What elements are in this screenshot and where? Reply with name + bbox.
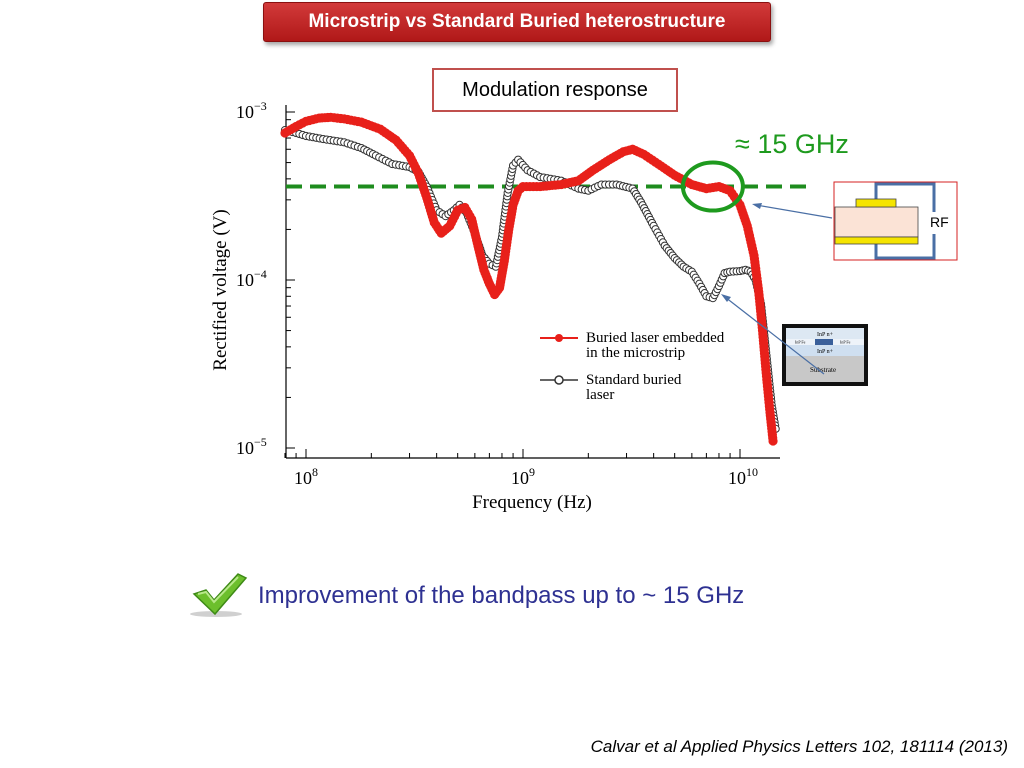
citation-text: Calvar et al Applied Physics Letters 102…	[590, 737, 1008, 756]
arrow-to-red	[755, 204, 833, 219]
legend-marker-black	[554, 375, 564, 385]
legend-label-2b: laser	[586, 387, 614, 403]
y-tick-label: 10−4	[236, 267, 267, 290]
inp-fe-left-label: InP Fe	[795, 340, 806, 345]
inp-fe-right-label: InP Fe	[840, 340, 851, 345]
improvement-text: Improvement of the bandpass up to ~ 15 G…	[258, 582, 745, 609]
microstrip-inset: RF	[833, 181, 958, 261]
buried-structure-inset: InP n+ InP Fe InP Fe InP n+ Substrate	[782, 324, 868, 386]
x-tick-label: 1010	[728, 465, 758, 488]
standard-buried-series	[280, 126, 780, 433]
legend-label-1b: in the microstrip	[586, 345, 685, 361]
legend-marker-red	[555, 334, 563, 342]
arrow-to-black	[724, 296, 825, 375]
legend-label-1a: Buried laser embedded	[586, 330, 725, 346]
annotation-15ghz: ≈ 15 GHz	[735, 129, 849, 159]
highlight-circle	[680, 160, 745, 213]
inp-top-label: InP n+	[817, 332, 834, 338]
checkmark-icon	[190, 573, 248, 617]
data-point-microstrip	[768, 436, 778, 446]
arrowhead-red	[752, 203, 762, 209]
y-tick-label: 10−5	[236, 435, 267, 458]
legend: Buried laser embedded in the microstrip …	[540, 330, 725, 403]
y-axis-label: Rectified voltage (V)	[210, 209, 231, 370]
x-tick-label: 109	[511, 465, 535, 488]
substrate-label: Substrate	[810, 366, 836, 374]
rf-label: RF	[930, 214, 949, 230]
axis-ticks	[284, 111, 741, 458]
microstrip-series	[280, 112, 778, 446]
x-tick-label: 108	[294, 465, 318, 488]
x-axis-label: Frequency (Hz)	[472, 492, 592, 513]
chart-subtitle: Modulation response	[432, 68, 678, 112]
inp-bottom-label: InP n+	[817, 349, 834, 355]
slide-title: Microstrip vs Standard Buried heterostru…	[263, 2, 771, 42]
legend-label-2a: Standard buried	[586, 372, 682, 388]
arrowhead-black	[721, 294, 731, 302]
y-tick-label: 10−3	[236, 99, 267, 122]
